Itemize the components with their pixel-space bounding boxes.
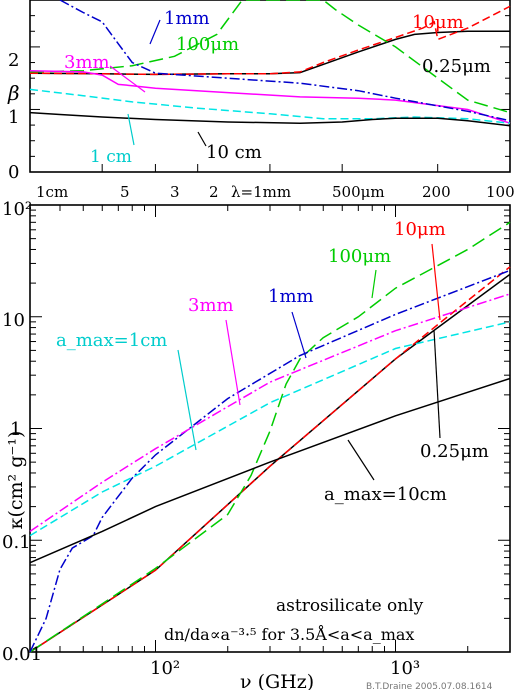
ytick-100: 10² <box>2 199 32 220</box>
lambda-tick-200: 200 <box>422 183 451 201</box>
top-series-1mm <box>59 0 511 122</box>
arrow-amax-1cm <box>177 349 197 451</box>
lambda-tick-500um: 500μm <box>332 183 385 201</box>
note-line-1: astrosilicate only <box>276 596 424 616</box>
label-amax-10cm: a_max=10cm <box>324 484 447 505</box>
lambda-tick-1cm: 1cm <box>36 183 68 201</box>
top-annotations: 1mm 100μm 10μm 3mm 0.25μm 1 cm 10 cm <box>64 8 491 167</box>
arrow-1mm <box>291 311 307 359</box>
ytick-0.01: 0.01 <box>2 644 42 665</box>
top-ylabel: β <box>7 81 20 105</box>
top-label-025um: 0.25μm <box>422 56 491 77</box>
bottom-annotations: 10μm 100μm 3mm 1mm a_max=1cm 0.25μm a_ma… <box>56 219 489 505</box>
bottom-series-a-max-1cm <box>29 321 511 537</box>
top-series-10-cm <box>29 111 511 127</box>
xlabel: ν (GHz) <box>240 671 314 690</box>
top-arrow-1cm <box>127 113 135 146</box>
top-label-3mm: 3mm <box>64 52 110 73</box>
arrow-025um <box>433 329 441 439</box>
top-ytick-1: 1 <box>8 107 19 128</box>
top-series-3mm <box>29 69 511 124</box>
lambda-tick-1mm: λ=1mm <box>231 183 291 201</box>
bottom-panel-axes <box>29 205 511 653</box>
top-wavelength-axis: 1cm 5 3 2 λ=1mm 500μm 200 100 <box>36 183 515 201</box>
label-025um: 0.25μm <box>420 441 489 462</box>
lambda-tick-2: 2 <box>209 183 219 201</box>
bottom-panel-frame <box>29 204 511 653</box>
top-label-1cm: 1 cm <box>90 147 132 167</box>
top-ytick-2: 2 <box>8 50 19 71</box>
arrow-amax-10cm <box>347 439 375 481</box>
arrow-10um <box>431 243 441 321</box>
top-arrow-3mm <box>109 65 146 93</box>
bottom-series-a-max-10cm <box>29 377 511 564</box>
label-3mm: 3mm <box>188 295 234 316</box>
ytick-0.1: 0.1 <box>2 532 31 553</box>
label-100um: 100μm <box>328 246 391 267</box>
bottom-series-1mm <box>29 269 511 653</box>
arrow-3mm <box>225 319 241 406</box>
bottom-series-3mm <box>29 293 511 533</box>
top-label-10um: 10μm <box>412 12 464 33</box>
bottom-series-100-m <box>29 221 511 653</box>
xtick-1000: 10³ <box>390 658 420 679</box>
top-label-100um: 100μm <box>176 34 239 55</box>
top-ytick-0: 0 <box>8 162 19 183</box>
arrow-100um <box>371 269 377 299</box>
lambda-tick-100: 100 <box>486 183 515 201</box>
lambda-tick-5: 5 <box>120 183 130 201</box>
label-1mm: 1mm <box>268 286 314 307</box>
label-10um: 10μm <box>394 219 446 240</box>
top-series-100-m <box>29 0 511 114</box>
credit: B.T.Draine 2005.07.08.1614 <box>366 682 493 690</box>
ytick-10: 10 <box>2 310 25 331</box>
ytick-1: 1 <box>10 419 21 440</box>
note-line-2: dn/da∝a⁻³·⁵ for 3.5Å<a<a_max <box>164 624 414 644</box>
top-panel-series <box>29 0 511 127</box>
xtick-100: 10² <box>150 658 180 679</box>
lambda-tick-3: 3 <box>170 183 180 201</box>
top-arrow-1mm <box>149 19 161 45</box>
bottom-panel-series <box>29 221 511 653</box>
label-amax-1cm: a_max=1cm <box>56 330 167 351</box>
top-label-10cm: 10 cm <box>206 142 262 163</box>
bottom-series-10-m <box>29 266 511 653</box>
ylabel: κ(cm² g⁻¹) <box>5 431 27 530</box>
top-arrow-10cm <box>197 131 207 147</box>
top-panel-axes <box>30 15 511 173</box>
top-label-1mm: 1mm <box>164 8 210 29</box>
